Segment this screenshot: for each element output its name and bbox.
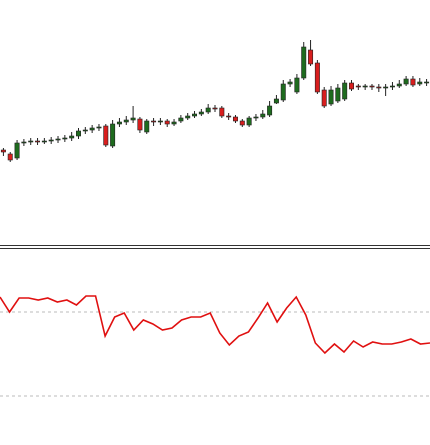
candle-body — [301, 46, 307, 79]
candle-body — [41, 140, 47, 143]
candle-body — [410, 78, 416, 86]
candle-body — [171, 121, 177, 125]
candle-body — [123, 119, 129, 123]
candle-body — [280, 83, 286, 101]
candle-body — [144, 120, 150, 133]
candle-body — [116, 121, 122, 125]
candle-body — [308, 49, 314, 65]
candle-body — [219, 107, 225, 117]
candle-body — [328, 89, 334, 105]
candle-body — [62, 137, 68, 140]
candle-body — [335, 87, 341, 102]
candle-body — [246, 117, 252, 126]
candle-body — [396, 83, 402, 87]
candle-body — [14, 142, 20, 159]
candle-body — [130, 117, 136, 121]
candle-body — [110, 123, 116, 147]
candle-body — [82, 129, 88, 132]
candle-body — [273, 98, 279, 104]
candle-body — [164, 120, 170, 125]
candle-body — [253, 116, 259, 119]
candle-body — [7, 153, 13, 161]
candle-body — [69, 135, 75, 139]
candle-body — [239, 120, 245, 126]
candle-body — [294, 77, 300, 93]
candle-body — [21, 141, 27, 144]
candle-body — [151, 120, 157, 123]
candle-body — [389, 85, 395, 88]
candle-body — [376, 86, 382, 89]
candle-body — [178, 117, 184, 122]
candle-body — [314, 62, 320, 93]
candle-body — [192, 113, 198, 117]
candle-body — [260, 113, 266, 118]
candle-body — [417, 81, 423, 85]
candle-body — [287, 81, 293, 85]
candle-body — [205, 107, 211, 113]
candle-body — [349, 82, 354, 90]
candle-body — [403, 78, 409, 85]
candle-body — [369, 85, 375, 88]
candle-body — [355, 85, 361, 88]
candle-body — [424, 81, 430, 84]
candle-body — [157, 120, 163, 123]
candle-body — [232, 116, 238, 122]
candle-body — [89, 127, 95, 131]
candle-body — [362, 85, 368, 88]
candle-body — [48, 139, 54, 142]
indicator-line — [0, 295, 430, 355]
candle-body — [28, 140, 34, 143]
candle-body — [76, 130, 81, 137]
candle-body — [35, 140, 41, 143]
candle-body — [103, 125, 109, 146]
candle-body — [226, 115, 232, 118]
candle-body — [0, 149, 6, 153]
candle-body — [55, 138, 61, 141]
candle-body — [96, 126, 102, 129]
candle-body — [185, 115, 191, 119]
candle-body — [321, 89, 327, 107]
candle-body — [212, 107, 218, 110]
candle-body — [198, 111, 204, 115]
candle-body — [137, 118, 143, 131]
candle-body — [342, 82, 348, 100]
candle-body — [267, 105, 273, 116]
candle-body — [383, 86, 389, 89]
